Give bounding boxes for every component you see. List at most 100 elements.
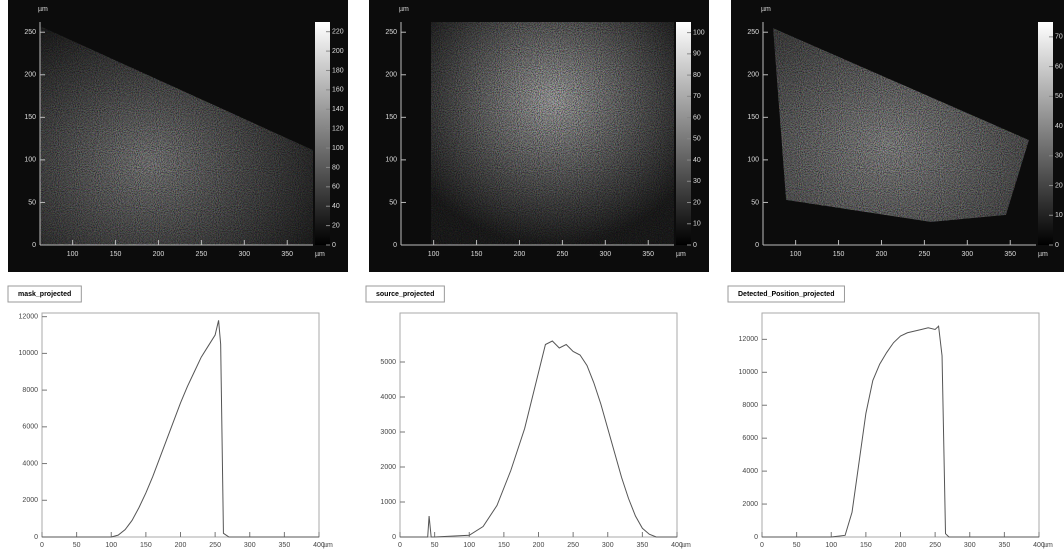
colorbar-tick-label: 160 — [332, 87, 344, 94]
x-axis-label: µm — [681, 542, 691, 549]
y-tick-label: 12000 — [739, 336, 759, 343]
x-tick-label: 50 — [73, 542, 81, 549]
colorbar — [676, 22, 691, 245]
colorbar-tick-label: 80 — [332, 164, 340, 171]
y-tick-label: 2000 — [742, 501, 758, 508]
illuminated-region — [431, 22, 674, 245]
x-tick-label: 150 — [833, 251, 845, 258]
colorbar-tick-label: 0 — [693, 242, 697, 249]
plot-frame — [761, 312, 1040, 538]
y-tick-label: 50 — [751, 199, 759, 206]
y-tick-label: 0 — [34, 534, 38, 541]
x-tick-label: 150 — [471, 251, 483, 258]
y-tick-label: 150 — [385, 114, 397, 121]
x-tick-label: 400 — [671, 542, 683, 549]
x-tick-label: 250 — [929, 542, 941, 549]
x-tick-label: 50 — [431, 542, 439, 549]
x-tick-label: 200 — [876, 251, 888, 258]
x-tick-label: 50 — [793, 542, 801, 549]
colorbar-tick-label: 200 — [332, 48, 344, 55]
x-tick-label: 300 — [964, 542, 976, 549]
colorbar-tick-label: 30 — [1055, 153, 1063, 160]
colorbar-tick-label: 60 — [693, 114, 701, 121]
x-tick-label: 300 — [602, 542, 614, 549]
colorbar — [315, 22, 330, 245]
heatmap-panel: 100 150 200 250 300 350 0 50 100 150 200 250 µm µm 0 20… — [8, 0, 348, 272]
heatmap-panel: 100 150 200 250 300 350 0 50 100 150 200 250 µm µm 0 10… — [731, 0, 1064, 272]
x-tick-label: 100 — [825, 542, 837, 549]
colorbar-tick-label: 10 — [693, 221, 701, 228]
y-tick-label: 200 — [385, 72, 397, 79]
x-tick-label: 0 — [760, 542, 764, 549]
x-axis-label: µm — [1043, 542, 1053, 549]
illuminated-region — [40, 26, 313, 245]
x-tick-label: 350 — [642, 251, 654, 258]
x-tick-label: 0 — [40, 542, 44, 549]
y-tick-label: 4000 — [380, 394, 396, 401]
y-tick-label: 5000 — [380, 359, 396, 366]
colorbar-tick-label: 0 — [1055, 242, 1059, 249]
x-tick-label: 200 — [895, 542, 907, 549]
y-tick-label: 250 — [24, 29, 36, 36]
colorbar-tick-label: 100 — [332, 145, 344, 152]
y-tick-label: 0 — [392, 534, 396, 541]
x-tick-label: 200 — [175, 542, 187, 549]
x-tick-label: 300 — [244, 542, 256, 549]
x-tick-label: 100 — [463, 542, 475, 549]
colorbar-tick-label: 50 — [693, 136, 701, 143]
chart-title: source_projected — [376, 291, 434, 298]
colorbar-tick-label: 70 — [693, 93, 701, 100]
colorbar-tick-label: 40 — [332, 203, 340, 210]
y-tick-label: 200 — [24, 72, 36, 79]
x-tick-label: 300 — [961, 251, 973, 258]
x-tick-label: 250 — [557, 251, 569, 258]
x-tick-label: 150 — [110, 251, 122, 258]
x-tick-label: 250 — [209, 542, 221, 549]
y-tick-label: 50 — [389, 199, 397, 206]
y-tick-label: 3000 — [380, 429, 396, 436]
x-tick-label: 400 — [1033, 542, 1045, 549]
y-tick-label: 12000 — [19, 314, 39, 321]
x-tick-label: 350 — [1004, 251, 1016, 258]
y-tick-label: 0 — [393, 242, 397, 249]
colorbar-tick-label: 60 — [1055, 63, 1063, 70]
heatmap-panel: 100 150 200 250 300 350 0 50 100 150 200 250 µm µm 0 10… — [369, 0, 709, 272]
x-tick-label: 100 — [67, 251, 79, 258]
x-tick-label: 300 — [599, 251, 611, 258]
colorbar-tick-label: 40 — [693, 157, 701, 164]
x-tick-label: 350 — [637, 542, 649, 549]
colorbar-tick-label: 220 — [332, 29, 344, 36]
y-tick-label: 1000 — [380, 499, 396, 506]
y-tick-label: 150 — [24, 114, 36, 121]
colorbar-tick-label: 30 — [693, 178, 701, 185]
plot-frame — [41, 312, 320, 538]
y-tick-label: 6000 — [742, 435, 758, 442]
y-tick-label: 0 — [754, 534, 758, 541]
y-tick-label: 4000 — [742, 468, 758, 475]
y-tick-label: 100 — [385, 157, 397, 164]
colorbar-tick-label: 70 — [1055, 34, 1063, 41]
histogram-line — [400, 340, 677, 538]
colorbar-tick-label: 50 — [1055, 93, 1063, 100]
y-tick-label: 250 — [385, 29, 397, 36]
x-tick-label: 100 — [105, 542, 117, 549]
x-axis-label: µm — [676, 251, 686, 258]
illuminated-region — [773, 28, 1029, 222]
y-axis-label: µm — [761, 6, 771, 13]
x-tick-label: 200 — [533, 542, 545, 549]
colorbar-tick-label: 60 — [332, 184, 340, 191]
x-tick-label: 150 — [860, 542, 872, 549]
colorbar-tick-label: 0 — [332, 242, 336, 249]
x-tick-label: 250 — [919, 251, 931, 258]
x-tick-label: 350 — [279, 542, 291, 549]
y-tick-label: 250 — [747, 29, 759, 36]
x-tick-label: 250 — [567, 542, 579, 549]
colorbar — [1038, 22, 1053, 245]
histogram-panel: Detected_Position_projected 0 50 100 150 200 2… — [727, 285, 1053, 549]
y-axis-label: µm — [399, 6, 409, 13]
x-axis-label: µm — [1038, 251, 1048, 258]
x-tick-label: 150 — [498, 542, 510, 549]
histogram-line — [762, 325, 1039, 538]
histogram-line — [42, 320, 319, 538]
